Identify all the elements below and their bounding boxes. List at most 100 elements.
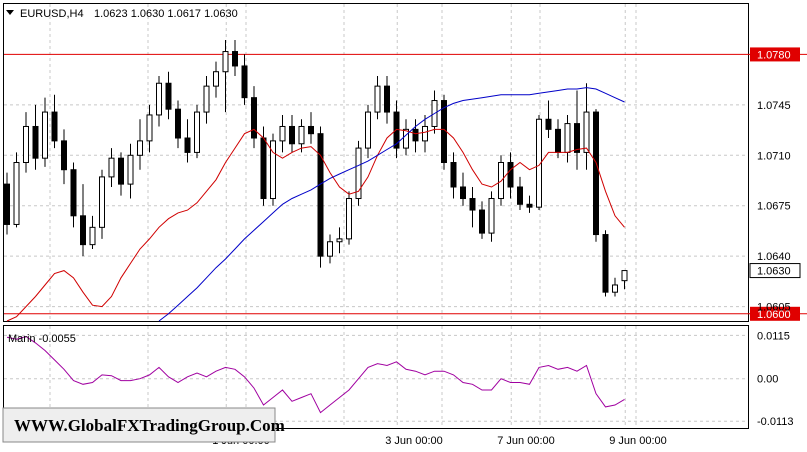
candle [165,71,172,120]
candle [365,104,371,159]
candle [517,176,523,211]
candle [507,152,514,199]
candle [137,119,143,170]
candle [42,97,48,167]
candles [4,40,628,297]
candle [156,76,162,127]
candle-body [156,82,162,116]
candle [270,133,276,206]
candle-body [422,125,428,142]
candle-body [612,284,618,293]
osc-y-tick-label: -0.0113 [757,416,794,428]
candle-body [42,111,48,159]
candle-body [222,51,229,73]
candle-body [365,111,371,149]
candle [593,109,599,242]
osc-y-tick-label: 0.0115 [757,330,790,342]
candle [194,104,200,159]
y-tick-label: 1.0605 [757,302,791,314]
candle-body [355,147,362,200]
candle [346,191,352,245]
candle [108,148,115,187]
candle [289,114,295,153]
candle [32,104,39,170]
candle-body [507,162,514,188]
candle [213,61,219,98]
candle-body [479,209,485,234]
oscillator-line [6,335,625,414]
candle [251,86,257,149]
candle-body [23,125,29,163]
price-panel[interactable] [3,3,749,322]
candle-body [308,125,314,135]
candle [175,100,181,149]
candle-body [184,137,191,153]
candle [574,90,580,170]
candle-body [374,85,381,113]
candle-body [70,169,77,217]
candle [127,143,134,199]
candle [374,76,381,120]
candle [621,270,628,290]
candle-body [583,111,590,153]
candle [602,230,609,297]
candle [327,234,333,264]
candle-body [526,203,533,208]
candle [317,126,324,268]
candle [469,186,476,228]
level-label-box [750,47,800,62]
candle [536,114,542,211]
candle [460,172,466,206]
osc-y-tick-label: 0.00 [757,374,778,386]
candle [488,191,495,242]
candle-body [89,226,96,246]
candle [51,94,58,149]
current-price-box [749,263,801,279]
candle-body [260,137,267,200]
candle [612,277,618,297]
candle-body [384,85,390,113]
y-tick-label: 1.0675 [757,201,791,213]
candle-body [251,97,257,139]
triangle-down-icon[interactable] [6,10,14,15]
candle-body [346,198,352,240]
candle-body [118,157,124,185]
candle [232,40,238,77]
candle [298,119,305,153]
candle-body [213,71,219,87]
candle-body [165,82,172,110]
candle [450,152,457,199]
candle [412,119,419,153]
candle [61,129,67,185]
ma-fast-line [6,128,625,322]
candle [526,195,533,213]
candle [308,112,314,144]
candle-body [108,157,115,178]
candle [13,152,20,228]
y-tick-label: 1.0710 [757,150,791,162]
candle [336,227,343,254]
candle [146,104,153,153]
candle [545,100,552,139]
candle [583,83,590,170]
candle-body [146,114,153,142]
candle-body [51,111,58,142]
candle-body [564,123,571,153]
candle [384,76,390,124]
candle-body [488,198,495,234]
y-tick-label: 1.0640 [757,251,791,263]
candle-body [450,162,457,188]
candle [222,40,229,113]
candle [89,215,96,249]
candle-body [99,176,105,228]
candle [184,119,191,163]
candle-body [545,118,552,130]
candle-body [127,154,134,185]
candle-body [241,65,248,99]
y-tick-label: 1.0745 [757,100,791,112]
moving-averages [6,87,625,322]
ma-slow-line [158,87,625,322]
candle-body [194,111,200,153]
candle-body [279,125,286,142]
